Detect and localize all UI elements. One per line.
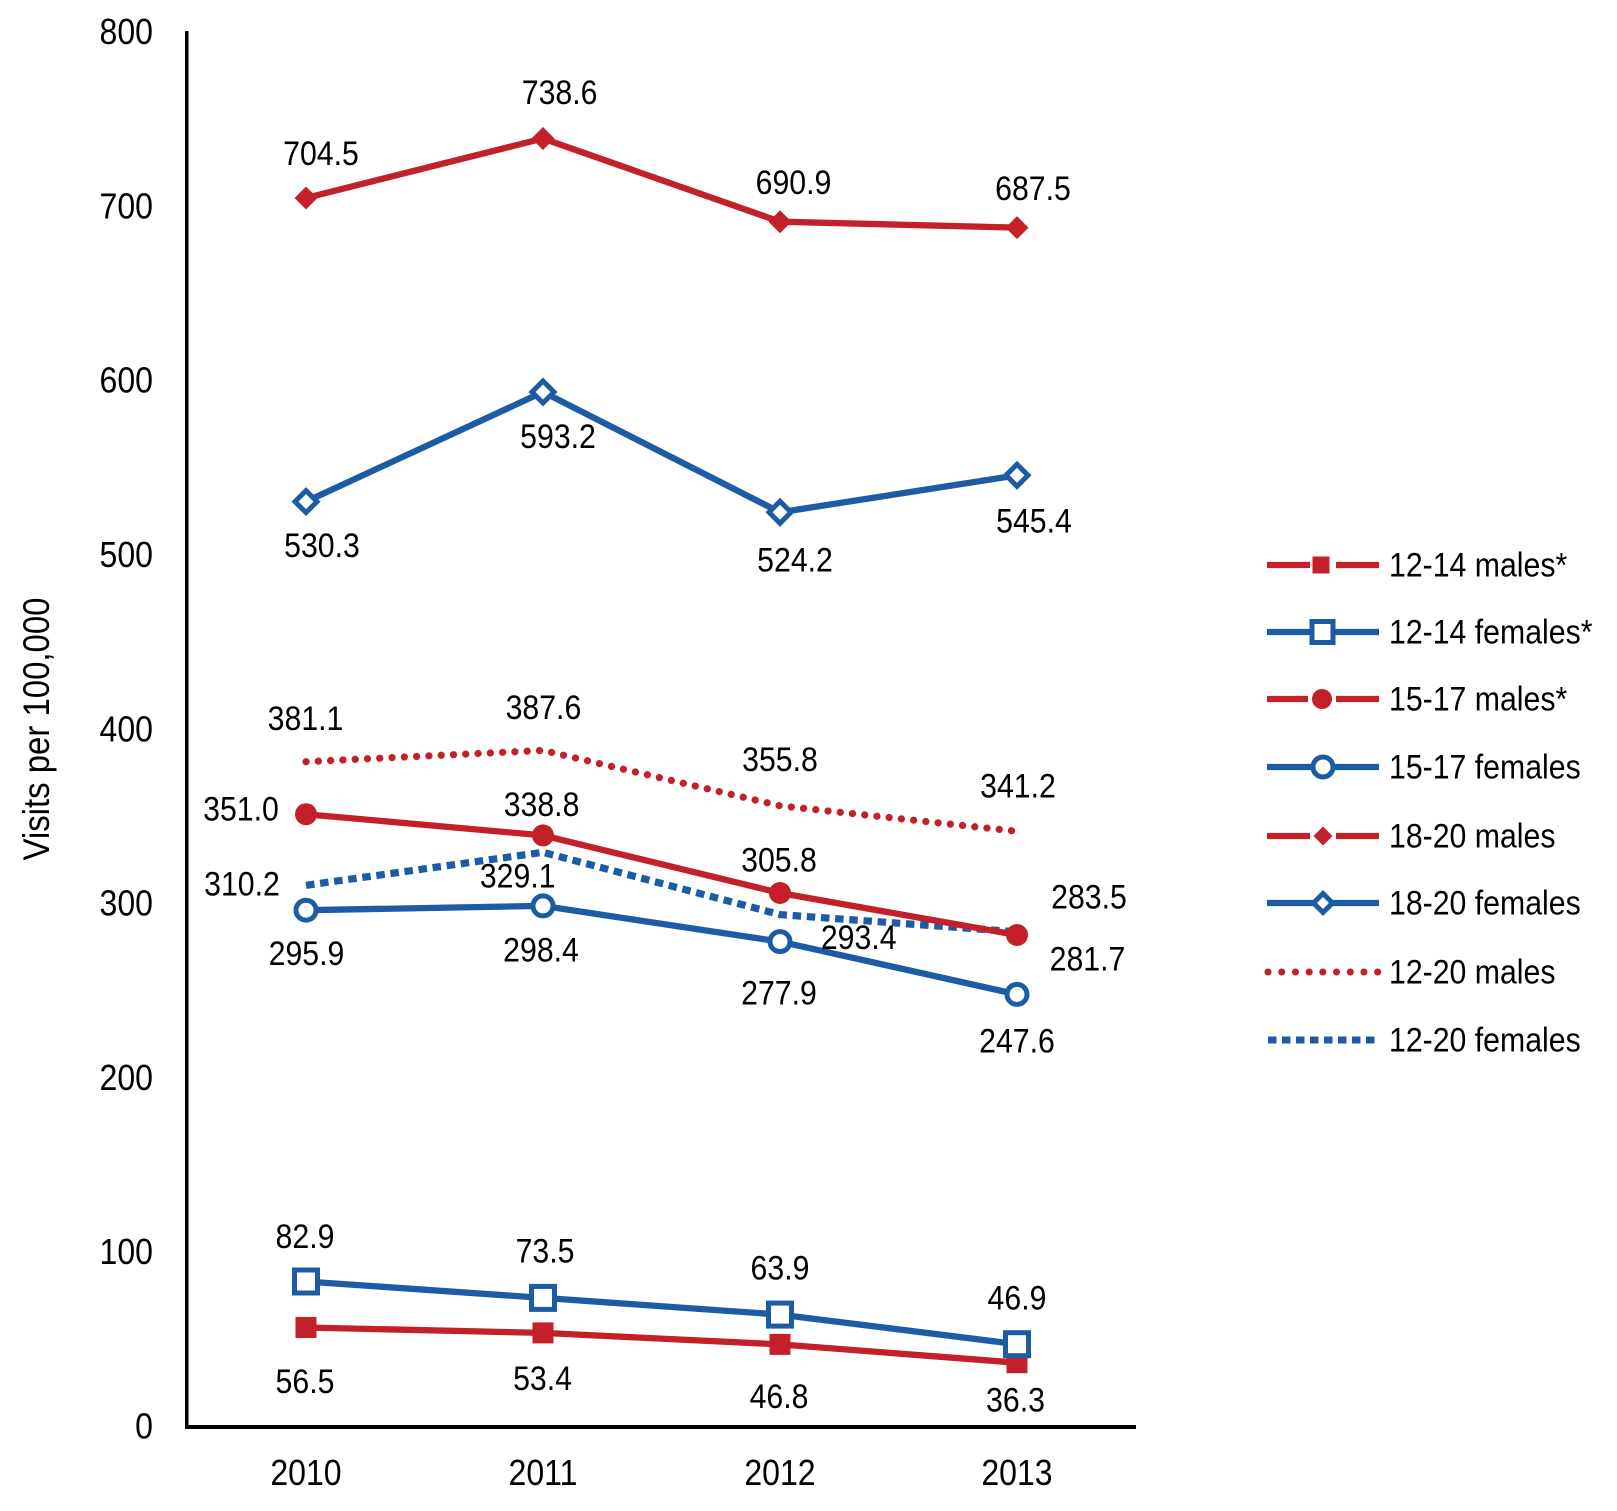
- svg-text:295.9: 295.9: [269, 934, 345, 972]
- svg-text:15-17 females: 15-17 females: [1389, 748, 1581, 786]
- svg-text:277.9: 277.9: [741, 974, 817, 1012]
- svg-text:400: 400: [100, 710, 153, 750]
- svg-text:281.7: 281.7: [1050, 940, 1126, 978]
- svg-text:100: 100: [100, 1233, 153, 1273]
- svg-text:56.5: 56.5: [276, 1362, 335, 1400]
- svg-text:247.6: 247.6: [979, 1022, 1055, 1060]
- svg-text:387.6: 387.6: [506, 688, 582, 726]
- svg-text:355.8: 355.8: [742, 740, 818, 778]
- svg-text:351.0: 351.0: [203, 790, 279, 828]
- svg-text:500: 500: [100, 535, 153, 575]
- svg-text:283.5: 283.5: [1051, 878, 1127, 916]
- svg-text:381.1: 381.1: [268, 699, 344, 737]
- svg-text:46.8: 46.8: [750, 1377, 809, 1415]
- svg-text:341.2: 341.2: [980, 767, 1056, 805]
- svg-text:305.8: 305.8: [741, 841, 817, 879]
- svg-text:15-17 males*: 15-17 males*: [1389, 680, 1568, 718]
- svg-text:2013: 2013: [981, 1453, 1052, 1493]
- svg-text:738.6: 738.6: [522, 73, 598, 111]
- svg-text:298.4: 298.4: [503, 931, 579, 969]
- svg-text:700: 700: [100, 187, 153, 227]
- svg-text:73.5: 73.5: [516, 1232, 575, 1270]
- svg-text:293.4: 293.4: [821, 918, 897, 956]
- svg-text:704.5: 704.5: [283, 134, 359, 172]
- svg-text:338.8: 338.8: [504, 785, 580, 823]
- svg-text:2012: 2012: [744, 1453, 815, 1493]
- svg-text:687.5: 687.5: [995, 169, 1071, 207]
- svg-text:524.2: 524.2: [757, 541, 833, 579]
- svg-text:600: 600: [100, 361, 153, 401]
- svg-text:2010: 2010: [270, 1453, 341, 1493]
- svg-text:545.4: 545.4: [996, 502, 1072, 540]
- svg-text:2011: 2011: [509, 1453, 578, 1493]
- svg-text:Visits per 100,000: Visits per 100,000: [16, 598, 57, 861]
- svg-text:12-14 females*: 12-14 females*: [1389, 613, 1593, 651]
- svg-text:329.1: 329.1: [480, 857, 556, 895]
- svg-text:593.2: 593.2: [520, 417, 596, 455]
- svg-text:690.9: 690.9: [756, 163, 832, 201]
- svg-text:46.9: 46.9: [988, 1279, 1047, 1317]
- svg-text:36.3: 36.3: [986, 1381, 1045, 1419]
- svg-text:12-20 females: 12-20 females: [1389, 1021, 1581, 1059]
- svg-text:63.9: 63.9: [751, 1249, 810, 1287]
- svg-text:53.4: 53.4: [513, 1359, 572, 1397]
- svg-text:18-20 females: 18-20 females: [1389, 884, 1581, 922]
- svg-text:18-20 males: 18-20 males: [1389, 817, 1555, 855]
- svg-text:530.3: 530.3: [284, 526, 360, 564]
- svg-text:300: 300: [100, 884, 153, 924]
- svg-text:82.9: 82.9: [276, 1217, 335, 1255]
- svg-text:200: 200: [100, 1058, 153, 1098]
- svg-text:0: 0: [135, 1407, 153, 1447]
- svg-text:310.2: 310.2: [204, 865, 280, 903]
- svg-text:12-14 males*: 12-14 males*: [1389, 546, 1568, 584]
- svg-text:12-20 males: 12-20 males: [1389, 953, 1555, 991]
- svg-text:800: 800: [100, 12, 153, 52]
